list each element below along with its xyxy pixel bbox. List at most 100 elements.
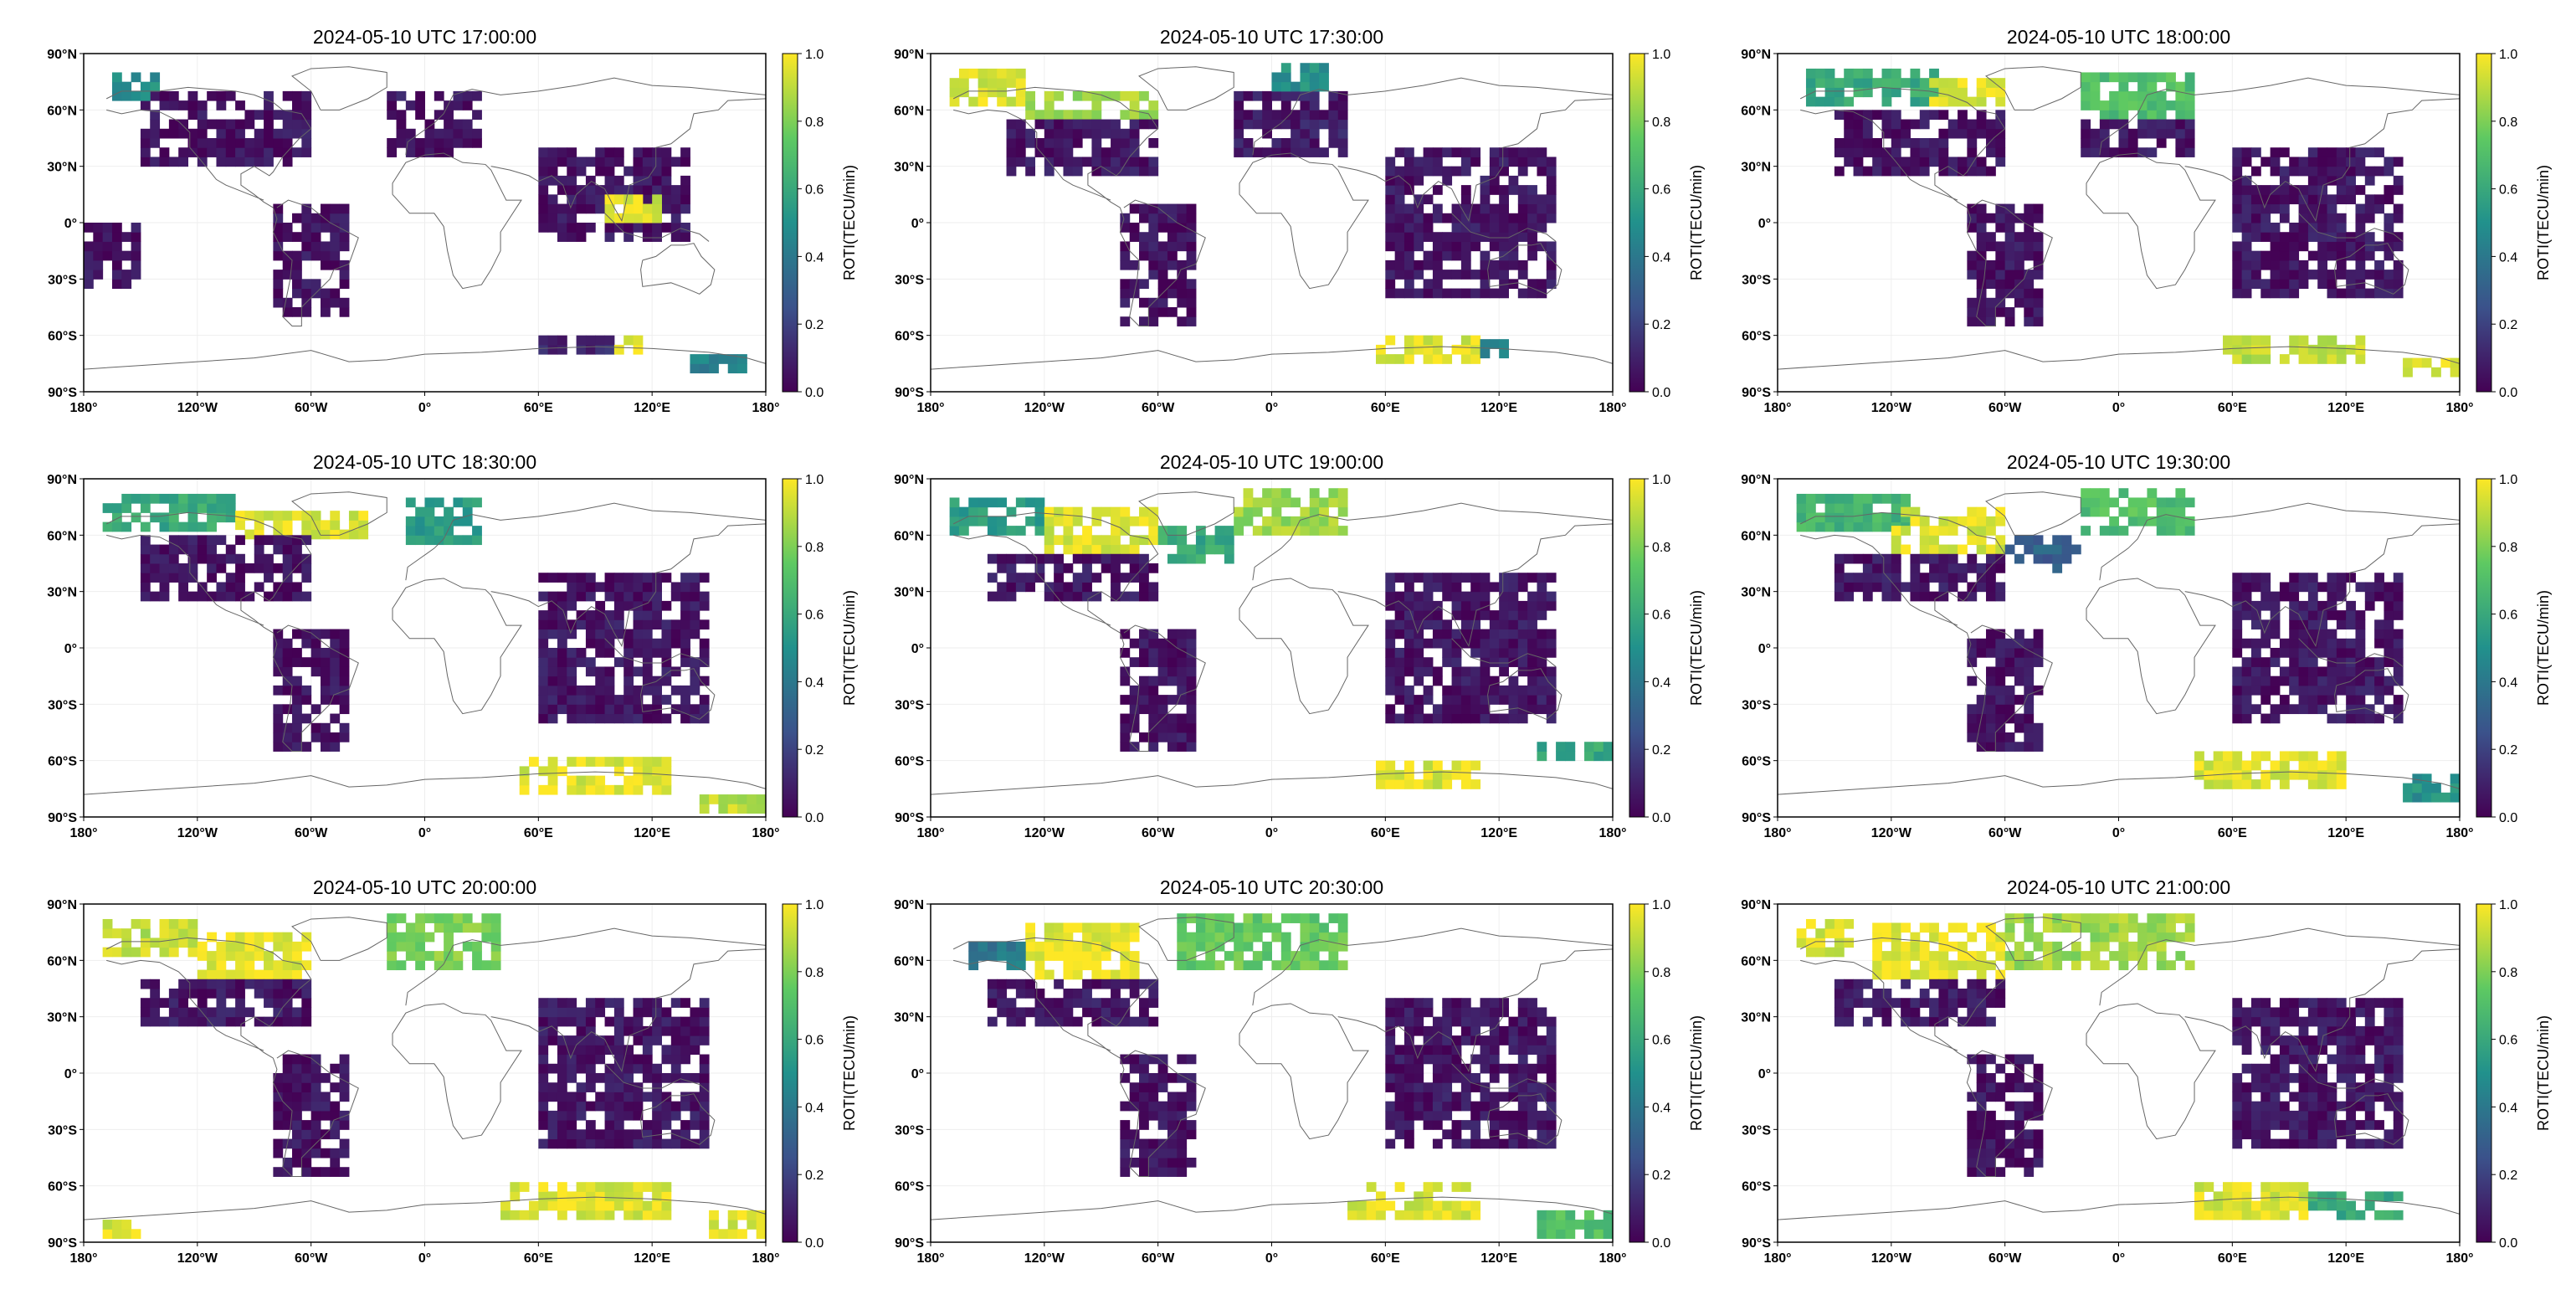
roti-cell (1120, 629, 1131, 640)
roti-cell (2232, 582, 2243, 593)
roti-cell (1224, 526, 1234, 536)
roti-cell (987, 979, 998, 989)
roti-cell (1328, 941, 1339, 952)
roti-cell (1111, 506, 1121, 517)
roti-cell (1300, 119, 1311, 130)
roti-cell (453, 497, 464, 508)
roti-cell (642, 1035, 653, 1045)
roti-cell (547, 194, 558, 205)
roti-cell (623, 194, 634, 205)
roti-cell (2127, 497, 2138, 508)
roti-cell (1328, 128, 1339, 139)
roti-cell (585, 175, 596, 186)
roti-cell (121, 493, 132, 504)
colorbar-tick-label: 0.6 (1652, 609, 1670, 623)
roti-cell (1451, 1092, 1462, 1102)
roti-cell (1120, 1073, 1131, 1083)
roti-cell (2042, 544, 2053, 555)
roti-cell (405, 526, 416, 536)
coastline (604, 1063, 710, 1092)
roti-cell (1394, 573, 1405, 583)
roti-cell (1910, 147, 1921, 157)
roti-cell (642, 1063, 653, 1074)
roti-cell (585, 335, 596, 346)
roti-cell (1177, 1138, 1188, 1149)
roti-cell (2298, 769, 2309, 780)
roti-cell (1881, 110, 1892, 121)
roti-cell (1527, 1110, 1537, 1121)
roti-cell (2204, 779, 2214, 789)
roti-cell (1234, 506, 1244, 517)
roti-cell (1186, 316, 1197, 326)
roti-cell (330, 1167, 341, 1177)
roti-cell (2232, 147, 2243, 157)
roti-cell (2090, 488, 2101, 498)
roti-cell (1186, 297, 1197, 308)
roti-cell (1565, 751, 1576, 762)
roti-cell (140, 100, 151, 110)
roti-cell (1480, 232, 1491, 242)
roti-cell (1499, 713, 1509, 724)
roti-cell (1148, 657, 1159, 667)
roti-cell (235, 998, 245, 1008)
roti-cell (111, 259, 122, 270)
y-tick-label: 60°S (48, 755, 77, 769)
roti-cell (2241, 591, 2252, 602)
roti-cell (2393, 704, 2404, 715)
roti-cell (244, 1007, 255, 1018)
roti-cell (670, 1025, 681, 1036)
roti-cell (1976, 166, 1987, 177)
roti-cell (670, 1035, 681, 1045)
roti-cell (1091, 979, 1102, 989)
roti-cell (1499, 685, 1509, 696)
roti-cell (613, 591, 624, 602)
roti-cell (444, 147, 454, 157)
roti-cell (235, 535, 245, 546)
roti-cell (111, 241, 122, 252)
roti-cell (2232, 685, 2243, 696)
roti-cell (1796, 503, 1807, 513)
roti-cell (1470, 223, 1481, 233)
roti-cell (2307, 600, 2318, 611)
roti-cell (633, 610, 644, 620)
roti-cell (1929, 526, 1939, 536)
roti-cell (1976, 232, 1987, 242)
roti-cell (1556, 1220, 1566, 1230)
roti-cell (585, 657, 596, 667)
coastline (640, 1093, 716, 1145)
roti-cell (1938, 544, 1949, 555)
roti-cell (987, 941, 998, 952)
roti-cell (2213, 751, 2224, 762)
roti-cell (547, 648, 558, 658)
roti-cell (1224, 535, 1234, 546)
roti-cell (254, 110, 264, 121)
roti-cell (264, 573, 274, 583)
roti-cell (1280, 960, 1291, 971)
roti-cell (2232, 600, 2243, 611)
roti-cell (1403, 713, 1414, 724)
roti-cell (1537, 1120, 1547, 1130)
roti-cell (1995, 203, 2006, 214)
roti-cell (1423, 582, 1434, 593)
roti-cell (424, 147, 435, 157)
roti-cell (2298, 648, 2309, 658)
roti-cell (1300, 951, 1311, 961)
colorbar-label: ROTI(TECU/min) (1688, 590, 1705, 706)
roti-cell (737, 1210, 747, 1220)
roti-cell (1432, 1054, 1443, 1065)
panel-title: 2024-05-10 UTC 19:30:00 (2007, 451, 2230, 473)
roti-cell (680, 638, 690, 649)
roti-cell (699, 354, 710, 364)
roti-cell (1271, 922, 1282, 933)
roti-cell (1423, 619, 1434, 630)
roti-cell (339, 1073, 350, 1083)
roti-cell (1470, 1138, 1481, 1149)
roti-cell (2317, 760, 2328, 771)
roti-cell (1148, 1138, 1159, 1149)
roti-cell (244, 147, 255, 157)
roti-cell (187, 938, 198, 948)
roti-cell (1872, 78, 1883, 88)
roti-cell (273, 279, 284, 290)
roti-cell (140, 493, 151, 504)
roti-cell (2364, 685, 2375, 696)
